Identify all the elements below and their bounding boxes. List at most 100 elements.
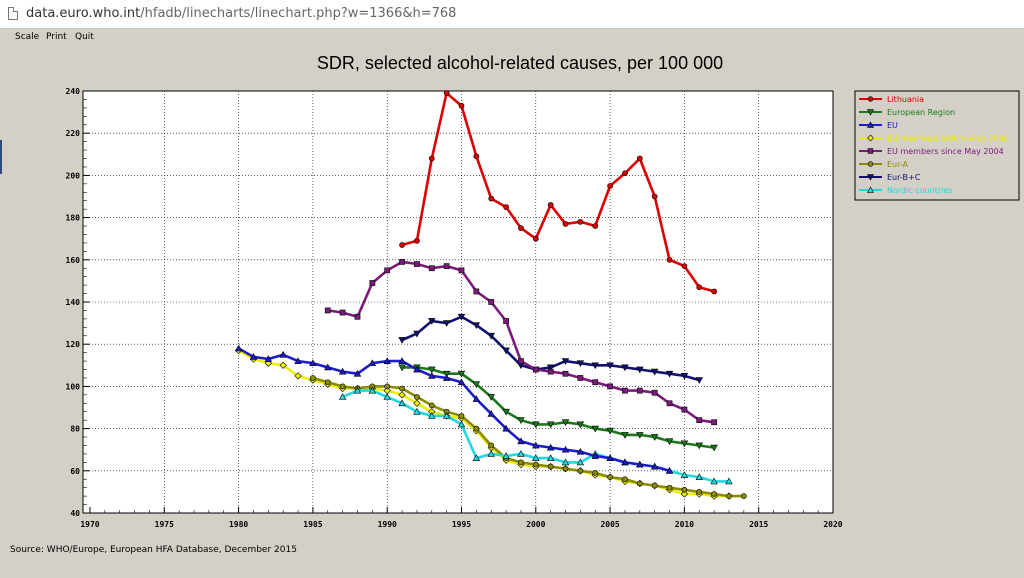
data-point (532, 441, 540, 449)
legend-label: EU (887, 121, 898, 130)
data-point (354, 313, 361, 320)
data-point (696, 489, 703, 495)
data-point (711, 288, 717, 295)
legend-entry: Lithuania (859, 95, 924, 104)
y-tick-label: 100 (66, 382, 81, 391)
data-point (428, 402, 435, 409)
data-point (622, 476, 628, 483)
data-point (472, 454, 481, 462)
data-point (591, 425, 599, 433)
data-point (398, 357, 406, 364)
data-point (532, 461, 539, 468)
data-point (502, 347, 510, 355)
legend-marker (867, 96, 874, 102)
data-point (339, 383, 346, 390)
data-point (696, 417, 703, 424)
y-tick-label: 80 (70, 425, 80, 434)
menu-quit[interactable]: Quit (75, 32, 94, 42)
data-point (621, 432, 629, 439)
data-point (680, 440, 689, 448)
legend-marker (866, 186, 875, 193)
data-point (473, 425, 480, 432)
data-point (383, 357, 391, 364)
data-point (576, 421, 585, 429)
data-point (517, 417, 525, 424)
data-point (592, 223, 599, 229)
y-tick-label: 120 (66, 340, 81, 349)
legend-marker (866, 121, 875, 128)
data-point (695, 442, 703, 450)
data-point (562, 465, 569, 472)
data-point (651, 193, 658, 200)
data-point (577, 467, 584, 474)
data-point (680, 490, 689, 498)
series-line (237, 347, 670, 473)
url-text[interactable]: data.euro.who.int/hfadb/linecharts/linec… (26, 6, 456, 21)
data-point (546, 364, 555, 372)
data-point (369, 280, 376, 286)
legend-label: EU members since May 2004 (887, 147, 1004, 156)
data-point (487, 332, 495, 340)
data-point (681, 263, 688, 269)
data-point (428, 155, 435, 162)
data-point (606, 454, 614, 462)
legend-entry: EU (859, 121, 898, 130)
data-point (324, 307, 331, 314)
data-point (518, 225, 524, 232)
data-point (428, 372, 436, 379)
x-tick-label: 2015 (749, 520, 768, 529)
data-point (547, 202, 554, 208)
data-point (532, 235, 539, 242)
data-point (665, 438, 674, 446)
data-point (518, 459, 524, 466)
data-point (458, 102, 465, 109)
data-point (413, 407, 421, 415)
y-tick-label: 200 (66, 171, 81, 180)
data-point (399, 242, 405, 248)
x-tick-label: 1980 (229, 520, 248, 529)
data-point (651, 482, 658, 489)
menu-print[interactable]: Print (46, 32, 67, 42)
legend-label: Eur-B+C (887, 173, 921, 182)
x-tick-label: 2000 (526, 520, 545, 529)
data-point (279, 350, 287, 358)
data-point (532, 421, 540, 429)
legend-label: Eur-A (887, 160, 909, 169)
x-tick-label: 1985 (303, 520, 322, 529)
data-point (457, 370, 466, 378)
data-point (234, 344, 243, 352)
data-point (562, 221, 569, 227)
data-point (398, 399, 406, 407)
data-point (636, 432, 644, 439)
data-point (622, 170, 628, 177)
data-point (473, 288, 480, 295)
data-point (695, 473, 703, 480)
legend-marker (867, 134, 874, 142)
data-point (636, 387, 643, 394)
data-point (338, 393, 347, 400)
menu-scale[interactable]: Scale (15, 32, 40, 42)
data-point (621, 458, 629, 466)
series-lithuania (399, 90, 717, 295)
legend-marker (866, 109, 875, 116)
data-point (577, 375, 584, 381)
data-point (458, 267, 465, 274)
data-point (591, 362, 599, 370)
legend-label: Nordic countries (887, 186, 952, 195)
data-point (666, 256, 673, 263)
page-icon (8, 7, 18, 20)
legend-entry: EU members since May 2004 (859, 147, 1004, 156)
data-point (576, 447, 585, 455)
data-point (442, 412, 451, 419)
data-point (606, 362, 614, 370)
data-point (310, 375, 316, 381)
legend-entry: European Region (859, 108, 955, 117)
y-tick-label: 60 (70, 467, 80, 476)
data-point (532, 454, 540, 462)
source-note: Source: WHO/Europe, European HFA Databas… (10, 545, 297, 555)
data-point (561, 445, 570, 453)
address-bar[interactable]: data.euro.who.int/hfadb/linecharts/linec… (0, 0, 1024, 29)
data-point (428, 265, 435, 272)
x-tick-label: 1995 (452, 520, 471, 529)
x-tick-label: 1975 (155, 520, 174, 529)
